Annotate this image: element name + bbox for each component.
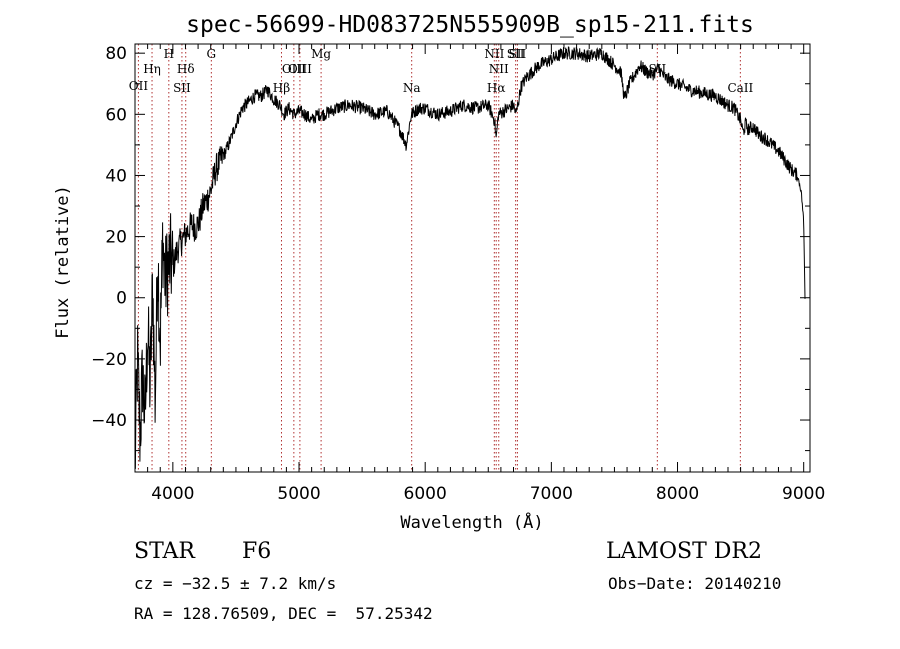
line-marker-label: NII [489, 62, 509, 76]
line-marker-label: SII [507, 47, 525, 61]
line-marker-label: H [164, 47, 174, 61]
y-tick-label: −20 [91, 350, 127, 370]
survey-name: LAMOST DR2 [606, 539, 762, 564]
spectrum-line [134, 46, 806, 469]
y-axis: −40 −20 0 20 40 60 80 [91, 44, 810, 452]
line-marker-label: Mg [311, 47, 331, 61]
y-tick-label: 0 [116, 289, 127, 309]
line-marker-label: CaII [727, 81, 753, 95]
line-marker-label: SII [509, 47, 527, 61]
x-tick-label: 6000 [404, 484, 447, 504]
y-axis-label: Flux (relative) [53, 185, 73, 339]
spectral-line-labels: OIIHηHHδSIIGHβOIIIOIIIMgNaNIINIIHαSIISII… [129, 47, 754, 95]
y-tick-label: 80 [105, 44, 127, 64]
coordinates: RA = 128.76509, DEC = 57.25342 [134, 604, 433, 623]
line-marker-label: Hβ [273, 81, 290, 95]
observation-date: Obs−Date: 20140210 [608, 574, 782, 593]
line-marker-label: Na [403, 81, 421, 95]
line-marker-label: G [207, 47, 217, 61]
chart-title: spec-56699-HD083725N555909B_sp15-211.fit… [186, 12, 754, 38]
x-tick-label: 4000 [151, 484, 194, 504]
x-tick-label: 8000 [656, 484, 699, 504]
line-marker-label: Hδ [177, 62, 195, 76]
x-axis-label: Wavelength (Å) [400, 511, 543, 533]
line-marker-label: OII [129, 79, 149, 93]
y-tick-label: 20 [105, 228, 127, 248]
line-marker-label: Hη [143, 62, 161, 76]
x-tick-label: 5000 [277, 484, 320, 504]
y-tick-label: 40 [105, 166, 127, 186]
x-axis: 4000 5000 6000 7000 8000 9000 [134, 44, 825, 504]
object-subclass: F6 [242, 539, 272, 564]
line-marker-label: SII [173, 81, 191, 95]
spectral-line-markers [137, 44, 741, 472]
x-tick-label: 7000 [530, 484, 573, 504]
plot-frame [134, 43, 811, 473]
line-marker-label: OIII [282, 62, 306, 76]
line-marker-label: Hα [487, 81, 506, 95]
line-marker-label: OIII [288, 62, 312, 76]
y-tick-label: −40 [91, 411, 127, 431]
object-class: STAR [134, 539, 195, 564]
x-tick-label: 9000 [782, 484, 825, 504]
redshift-cz: cz = −32.5 ± 7.2 km/s [134, 574, 337, 593]
y-tick-label: 60 [105, 105, 127, 125]
line-marker-label: NII [484, 47, 504, 61]
